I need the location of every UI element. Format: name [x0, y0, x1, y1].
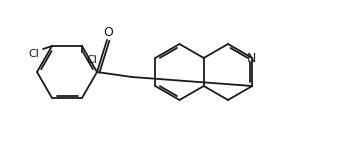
Text: N: N	[247, 52, 256, 66]
Text: Cl: Cl	[87, 55, 97, 65]
Text: O: O	[103, 26, 113, 39]
Text: Cl: Cl	[29, 49, 39, 59]
